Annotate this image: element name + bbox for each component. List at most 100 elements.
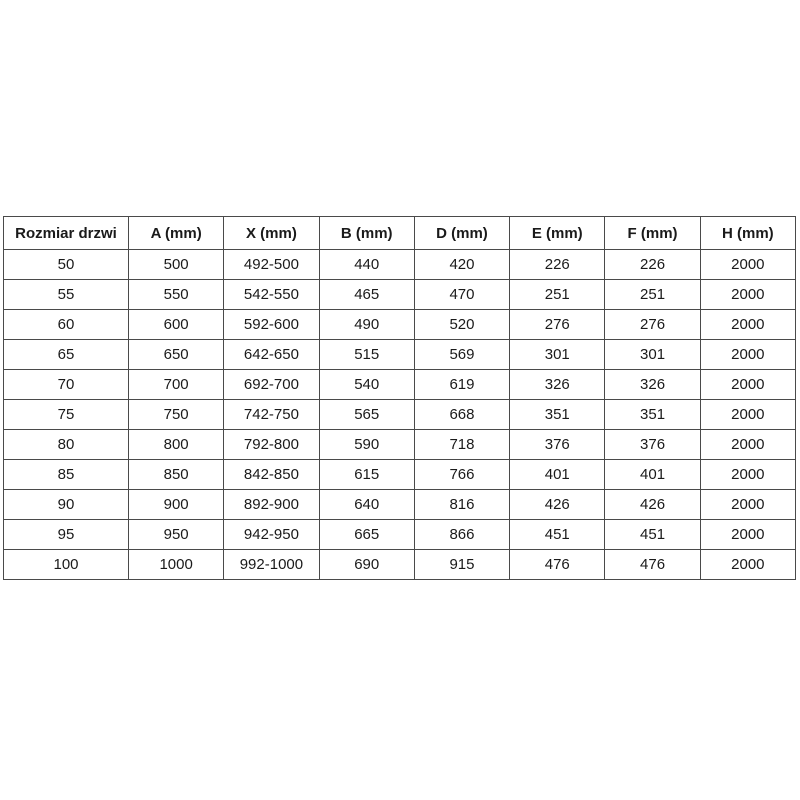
table-cell: 892-900 <box>223 489 320 520</box>
table-cell: 615 <box>318 459 415 490</box>
table-cell: 492-500 <box>223 249 320 280</box>
table-cell: 276 <box>604 309 701 340</box>
table-row: 100 1000 992-1000 690 915 476 476 2000 <box>3 549 797 580</box>
table-cell: 326 <box>509 369 606 400</box>
table-cell: 451 <box>509 519 606 550</box>
table-cell: 642-650 <box>223 339 320 370</box>
table-cell: 665 <box>318 519 415 550</box>
table-cell: 55 <box>3 279 129 310</box>
table-cell: 842-850 <box>223 459 320 490</box>
table-cell: 700 <box>127 369 225 400</box>
table-cell: 592-600 <box>223 309 320 340</box>
table-cell: 465 <box>318 279 415 310</box>
table-row: 90 900 892-900 640 816 426 426 2000 <box>3 489 797 520</box>
table-header-cell: Rozmiar drzwi <box>3 216 129 250</box>
table-header-row: Rozmiar drzwi A (mm) X (mm) B (mm) D (mm) E (… <box>3 216 797 250</box>
table-cell: 500 <box>127 249 225 280</box>
table-cell: 900 <box>127 489 225 520</box>
table-cell: 351 <box>604 399 701 430</box>
table-cell: 942-950 <box>223 519 320 550</box>
table-cell: 301 <box>509 339 606 370</box>
table-cell: 2000 <box>699 309 797 340</box>
table-cell: 50 <box>3 249 129 280</box>
table-cell: 65 <box>3 339 129 370</box>
table-cell: 426 <box>509 489 606 520</box>
table-cell: 569 <box>413 339 511 370</box>
table-row: 60 600 592-600 490 520 276 276 2000 <box>3 309 797 340</box>
table-cell: 2000 <box>699 519 797 550</box>
table-body: 50 500 492-500 440 420 226 226 2000 55 550 542-550… <box>3 249 797 580</box>
table-cell: 226 <box>604 249 701 280</box>
table-cell: 950 <box>127 519 225 550</box>
table-row: 65 650 642-650 515 569 301 301 2000 <box>3 339 797 370</box>
table-cell: 376 <box>604 429 701 460</box>
table-header-cell: B (mm) <box>318 216 415 250</box>
table-cell: 1000 <box>127 549 225 580</box>
table-cell: 590 <box>318 429 415 460</box>
table-cell: 440 <box>318 249 415 280</box>
table-cell: 276 <box>509 309 606 340</box>
table-cell: 690 <box>318 549 415 580</box>
table-header-cell: X (mm) <box>223 216 320 250</box>
table-cell: 70 <box>3 369 129 400</box>
table-cell: 565 <box>318 399 415 430</box>
table-cell: 750 <box>127 399 225 430</box>
table-cell: 401 <box>604 459 701 490</box>
table-row: 85 850 842-850 615 766 401 401 2000 <box>3 459 797 490</box>
table-cell: 251 <box>604 279 701 310</box>
table-cell: 650 <box>127 339 225 370</box>
table-cell: 95 <box>3 519 129 550</box>
table-cell: 226 <box>509 249 606 280</box>
table-cell: 515 <box>318 339 415 370</box>
table-cell: 619 <box>413 369 511 400</box>
table-cell: 915 <box>413 549 511 580</box>
table-cell: 80 <box>3 429 129 460</box>
table-row: 70 700 692-700 540 619 326 326 2000 <box>3 369 797 400</box>
table-row: 50 500 492-500 440 420 226 226 2000 <box>3 249 797 280</box>
table-cell: 2000 <box>699 549 797 580</box>
table-row: 55 550 542-550 465 470 251 251 2000 <box>3 279 797 310</box>
table-cell: 75 <box>3 399 129 430</box>
table-cell: 490 <box>318 309 415 340</box>
table-cell: 2000 <box>699 249 797 280</box>
table-cell: 540 <box>318 369 415 400</box>
table-cell: 351 <box>509 399 606 430</box>
table-cell: 301 <box>604 339 701 370</box>
table-cell: 2000 <box>699 399 797 430</box>
table-cell: 2000 <box>699 459 797 490</box>
table-row: 95 950 942-950 665 866 451 451 2000 <box>3 519 797 550</box>
table-header-cell: D (mm) <box>413 216 511 250</box>
table-cell: 2000 <box>699 369 797 400</box>
table-cell: 451 <box>604 519 701 550</box>
table-cell: 816 <box>413 489 511 520</box>
table-cell: 992-1000 <box>223 549 320 580</box>
table-cell: 866 <box>413 519 511 550</box>
table-cell: 800 <box>127 429 225 460</box>
table-cell: 766 <box>413 459 511 490</box>
table-header-cell: A (mm) <box>127 216 225 250</box>
table-row: 75 750 742-750 565 668 351 351 2000 <box>3 399 797 430</box>
table-cell: 600 <box>127 309 225 340</box>
table-cell: 792-800 <box>223 429 320 460</box>
table-cell: 470 <box>413 279 511 310</box>
table-cell: 2000 <box>699 339 797 370</box>
table-cell: 2000 <box>699 489 797 520</box>
table-cell: 401 <box>509 459 606 490</box>
table-cell: 476 <box>604 549 701 580</box>
table-cell: 60 <box>3 309 129 340</box>
table-cell: 692-700 <box>223 369 320 400</box>
table-cell: 426 <box>604 489 701 520</box>
table-cell: 326 <box>604 369 701 400</box>
table-header-cell: E (mm) <box>509 216 606 250</box>
table-cell: 251 <box>509 279 606 310</box>
table-cell: 2000 <box>699 279 797 310</box>
table-row: 80 800 792-800 590 718 376 376 2000 <box>3 429 797 460</box>
table-cell: 520 <box>413 309 511 340</box>
table-cell: 542-550 <box>223 279 320 310</box>
table-cell: 476 <box>509 549 606 580</box>
table-header-cell: F (mm) <box>604 216 701 250</box>
table-cell: 668 <box>413 399 511 430</box>
table-cell: 85 <box>3 459 129 490</box>
door-size-spec-table: Rozmiar drzwi A (mm) X (mm) B (mm) D (mm) E (… <box>3 216 797 580</box>
